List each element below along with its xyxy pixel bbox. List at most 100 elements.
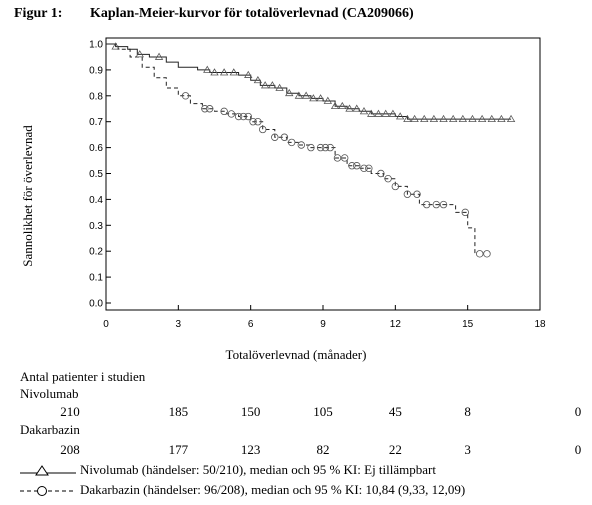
y-tick-label: 0.1 [89,273,103,284]
survival-line-nivolumab [106,43,512,120]
censor-marker-nivolumab [468,114,477,123]
risk-table-heading: Antal patienter i studien [20,369,146,384]
censor-marker-nivolumab [395,112,405,120]
censor-marker-dakarbazin [353,162,361,170]
y-tick-label: 0.3 [89,221,103,232]
legend-entry-dakarbazin: Dakarbazin (händelser: 96/208), median o… [20,481,465,499]
censor-marker-dakarbazin [341,154,349,162]
censor-marker-nivolumab [323,96,333,104]
censor-marker-dakarbazin [377,169,385,178]
censor-marker-dakarbazin [461,208,469,217]
censor-marker-nivolumab [367,109,376,117]
censor-marker-dakarbazin [321,143,330,152]
risk-count-nivolumab: 8 [464,404,471,419]
y-tick-label: 0.7 [89,117,103,128]
y-tick-label: 0.2 [89,247,103,258]
survival-line-dakarbazin [106,43,476,254]
risk-count-dakarbazin: 3 [464,442,471,457]
censor-marker-nivolumab [301,91,311,99]
risk-count-nivolumab: 185 [168,404,189,419]
censor-marker-nivolumab [219,68,229,76]
censor-marker-nivolumab [487,114,496,123]
censor-marker-dakarbazin [391,182,400,191]
censor-marker-nivolumab [403,114,412,123]
censor-marker-nivolumab [210,68,219,76]
figure-title: Kaplan-Meier-kurvor för totalöverlevnad … [90,6,414,21]
censor-marker-dakarbazin [403,190,412,198]
censor-marker-dakarbazin [365,164,373,173]
risk-count-dakarbazin: 82 [316,442,330,457]
censor-marker-dakarbazin [483,250,491,258]
legend-text-nivolumab: Nivolumab (händelser: 50/210), median oc… [80,462,436,477]
y-tick-label: 0.0 [89,299,103,310]
censor-marker-dakarbazin [326,143,334,152]
censor-marker-dakarbazin [181,92,190,100]
censor-marker-nivolumab [374,109,383,117]
x-axis-label: Totalöverlevnad (månader) [225,347,367,362]
survival-curves [106,43,512,254]
censor-marker-nivolumab [203,65,212,73]
risk-row-label-dakarbazin: Dakarbazin [20,422,80,437]
y-tick-label: 0.9 [89,65,103,76]
censor-marker-dakarbazin [333,154,342,162]
censor-marker-dakarbazin [201,105,209,113]
censor-marker-nivolumab [439,114,448,123]
risk-count-dakarbazin: 177 [168,442,189,457]
x-tick-label: 9 [320,319,326,330]
censor-marker-nivolumab [338,101,347,110]
censor-marker-dakarbazin [205,105,214,113]
censor-marker-dakarbazin [307,143,315,152]
censor-marker-dakarbazin [271,133,279,141]
censor-marker-dakarbazin [254,117,262,126]
censor-marker-dakarbazin [384,174,392,183]
x-tick-label: 0 [103,319,109,330]
x-tick-label: 12 [390,319,402,330]
legend-entry-nivolumab: Nivolumab (händelser: 50/210), median oc… [20,461,436,479]
censor-marker-nivolumab [309,94,318,102]
censor-marker-dakarbazin [244,112,252,121]
censor-marker-dakarbazin [227,110,236,118]
censor-marker-dakarbazin [220,107,228,116]
censor-marker-nivolumab [420,114,429,123]
risk-count-nivolumab: 150 [240,404,261,419]
x-tick-label: 15 [462,319,474,330]
censor-marker-nivolumab [330,101,340,110]
censor-marker-dakarbazin [249,117,257,126]
censor-marker-nivolumab [244,70,253,78]
x-tick-label: 18 [534,319,546,330]
censor-marker-dakarbazin [432,200,441,209]
risk-count-nivolumab: 45 [388,404,402,419]
censor-marker-dakarbazin [439,200,448,209]
risk-count-nivolumab: 210 [60,404,80,419]
censor-marker-nivolumab [410,114,419,123]
legend-symbol-dakarbazin [20,486,76,497]
censor-marker-dakarbazin [234,112,243,121]
censor-marker-dakarbazin [239,112,248,121]
y-tick-label: 1.0 [89,40,103,51]
censor-marker-nivolumab [111,42,120,50]
censor-marker-nivolumab [268,81,277,89]
censor-marker-nivolumab [345,104,354,112]
censor-marker-dakarbazin [476,250,484,258]
censor-marker-nivolumab [260,81,270,89]
censor-marker-dakarbazin [348,162,356,170]
censor-marker-nivolumab [497,114,506,123]
censor-markers [111,42,516,258]
y-tick-label: 0.5 [89,169,103,180]
legend-text-dakarbazin: Dakarbazin (händelser: 96/208), median o… [80,482,466,497]
censor-marker-nivolumab [506,114,516,123]
figure-label: Figur 1: [14,6,63,21]
censor-marker-nivolumab [388,109,398,117]
risk-count-nivolumab: 0 [574,404,582,419]
y-axis-label: Sannolikhet för överlevnad [20,125,35,267]
kaplan-meier-chart: 0.0 0.1 0.2 0.3 0.4 0.5 0.6 0.7 0.8 0.9 1.0 0 3 6 9 12 1… [89,37,546,330]
risk-row-label-nivolumab: Nivolumab [20,386,79,401]
censor-marker-nivolumab [381,109,390,117]
legend-symbol-nivolumab [20,465,76,476]
censor-marker-nivolumab [275,83,284,91]
censor-marker-nivolumab [135,50,144,58]
censor-marker-nivolumab [294,91,304,99]
censor-marker-dakarbazin [259,125,267,134]
risk-count-dakarbazin: 22 [388,442,402,457]
censor-marker-dakarbazin [287,138,296,147]
